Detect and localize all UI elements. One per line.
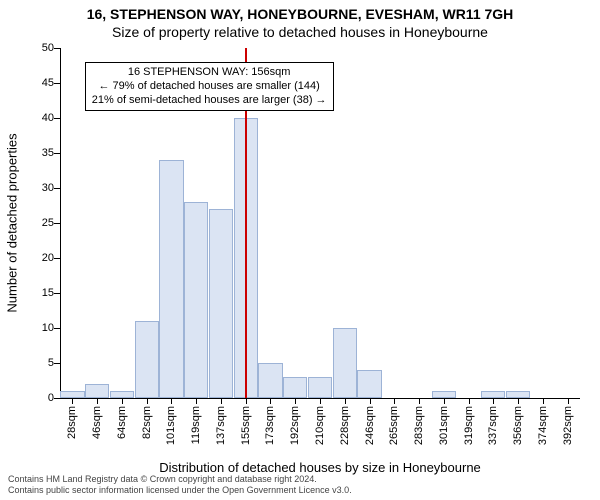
x-tick [469,398,470,404]
annotation-line: 16 STEPHENSON WAY: 156sqm [92,66,327,80]
bar [85,384,109,398]
chart-subtitle: Size of property relative to detached ho… [0,24,600,40]
bar [506,391,530,398]
bar [481,391,505,398]
x-tick [72,398,73,404]
x-tick-label: 356sqm [512,406,524,445]
x-tick [518,398,519,404]
footer-line2: Contains public sector information licen… [8,485,352,496]
x-tick-label: 119sqm [190,406,202,444]
y-tick-label: 5 [26,357,54,369]
bar [432,391,456,398]
y-tick-label: 45 [26,77,54,89]
bar [283,377,307,398]
x-tick [493,398,494,404]
x-tick-label: 64sqm [116,406,128,439]
x-tick [147,398,148,404]
x-tick-label: 101sqm [165,406,177,445]
bar [60,391,84,398]
y-tick-label: 0 [26,392,54,404]
x-tick [122,398,123,404]
bar [159,160,183,398]
y-tick-label: 30 [26,182,54,194]
x-tick-label: 82sqm [141,406,153,439]
x-tick [444,398,445,404]
x-tick [97,398,98,404]
chart-wrap: 16, STEPHENSON WAY, HONEYBOURNE, EVESHAM… [0,0,600,500]
x-tick-label: 192sqm [289,406,301,445]
plot-area: Number of detached properties Distributi… [60,48,580,398]
annotation-line: 21% of semi-detached houses are larger (… [92,94,327,108]
x-tick [196,398,197,404]
x-tick-label: 210sqm [314,406,326,445]
y-tick [54,188,60,189]
bar [110,391,134,398]
y-tick [54,83,60,84]
annotation-line: ← 79% of detached houses are smaller (14… [92,80,327,94]
x-tick-label: 228sqm [339,406,351,445]
y-tick-label: 40 [26,112,54,124]
x-tick [568,398,569,404]
x-tick-label: 28sqm [66,406,78,439]
y-axis-label: Number of detached properties [5,133,20,312]
bar [135,321,159,398]
x-tick [345,398,346,404]
annotation-box: 16 STEPHENSON WAY: 156sqm← 79% of detach… [85,62,334,111]
y-tick-label: 15 [26,287,54,299]
bar [333,328,357,398]
y-tick-label: 10 [26,322,54,334]
bar [184,202,208,398]
y-tick-label: 50 [26,42,54,54]
y-tick [54,153,60,154]
y-tick [54,363,60,364]
x-tick-label: 173sqm [264,406,276,445]
footer: Contains HM Land Registry data © Crown c… [8,474,352,496]
y-tick [54,258,60,259]
x-tick [394,398,395,404]
y-tick [54,118,60,119]
x-tick-label: 319sqm [463,406,475,445]
x-tick-label: 283sqm [413,406,425,445]
y-tick-label: 25 [26,217,54,229]
bar [308,377,332,398]
x-tick-label: 392sqm [562,406,574,445]
y-tick [54,48,60,49]
y-tick [54,223,60,224]
x-tick [270,398,271,404]
x-tick-label: 337sqm [487,406,499,445]
x-tick [246,398,247,404]
x-tick-label: 374sqm [537,406,549,445]
y-axis [60,48,61,398]
x-tick [543,398,544,404]
x-tick [320,398,321,404]
x-tick [370,398,371,404]
bar [209,209,233,398]
y-tick [54,293,60,294]
x-tick [419,398,420,404]
x-tick-label: 301sqm [438,406,450,445]
y-tick-label: 20 [26,252,54,264]
x-axis-label: Distribution of detached houses by size … [60,460,580,475]
x-tick-label: 46sqm [91,406,103,439]
x-tick [221,398,222,404]
y-tick-label: 35 [26,147,54,159]
x-tick-label: 246sqm [364,406,376,445]
y-tick [54,328,60,329]
x-tick [171,398,172,404]
x-tick-label: 155sqm [240,406,252,445]
bar [357,370,381,398]
footer-line1: Contains HM Land Registry data © Crown c… [8,474,352,485]
x-tick [295,398,296,404]
x-tick-label: 137sqm [215,406,227,445]
page-title: 16, STEPHENSON WAY, HONEYBOURNE, EVESHAM… [0,6,600,22]
y-tick [54,398,60,399]
x-tick-label: 265sqm [388,406,400,445]
bar [258,363,282,398]
